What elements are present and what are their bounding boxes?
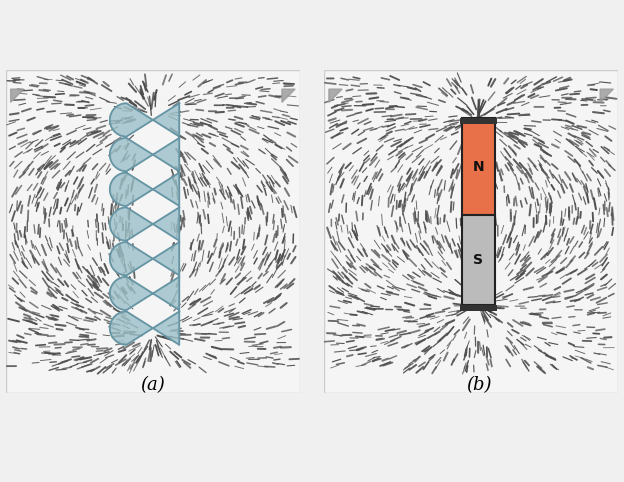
Bar [462,119,495,215]
Polygon shape [324,70,618,393]
Bar [460,119,497,124]
Text: S: S [474,253,484,267]
Polygon shape [6,70,300,393]
Bar [462,215,495,305]
Polygon shape [110,173,179,206]
Polygon shape [110,311,179,345]
Text: (a): (a) [140,376,165,394]
Polygon shape [110,207,179,241]
Polygon shape [600,89,613,102]
Polygon shape [110,103,179,136]
Polygon shape [282,89,295,102]
Polygon shape [110,277,179,310]
Text: N: N [472,160,484,174]
Polygon shape [110,138,179,171]
Text: (b): (b) [466,376,491,394]
Polygon shape [110,242,179,275]
Polygon shape [329,89,342,102]
Polygon shape [11,89,24,102]
Bar [460,305,497,310]
